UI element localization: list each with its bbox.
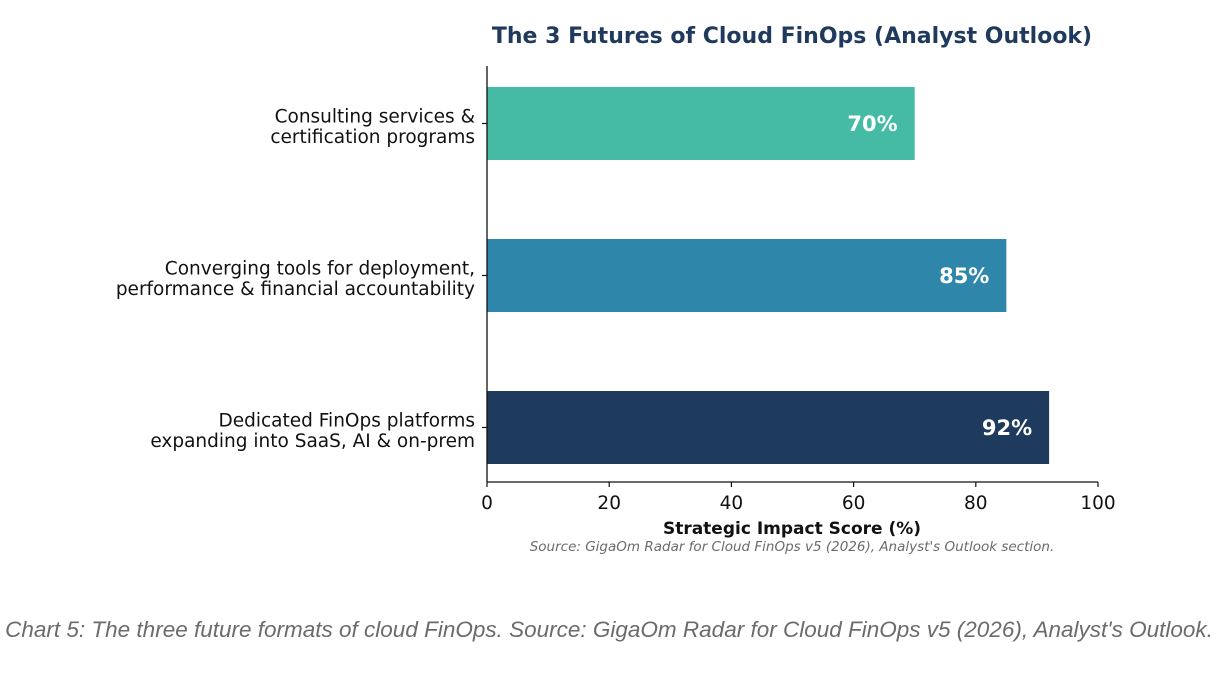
data-label-2: 85% [939, 264, 989, 288]
y-tick-label-2: Converging tools for deployment, performa… [116, 259, 475, 301]
x-axis-label: Strategic Impact Score (%) [663, 519, 921, 539]
bar-chart: The 3 Futures of Cloud FinOps (Analyst O… [116, 24, 1116, 555]
chart-title: The 3 Futures of Cloud FinOps (Analyst O… [492, 24, 1092, 49]
bar-2 [487, 239, 1007, 312]
x-axis: 0 20 40 60 80 100 [481, 481, 1116, 514]
data-label-1: 70% [847, 112, 897, 136]
x-tick-label: 80 [964, 493, 988, 514]
y-tick-label-3: Dedicated FinOps platforms expanding into… [150, 411, 475, 453]
data-label-3: 92% [982, 416, 1032, 440]
source-note: Source: GigaOm Radar for Cloud FinOps v5… [530, 539, 1055, 555]
bar-1 [487, 87, 915, 160]
bar-3 [487, 391, 1050, 464]
x-tick-label: 0 [481, 493, 493, 514]
y-axis-labels: Consulting services & certification progr… [116, 107, 487, 453]
x-tick-label: 60 [842, 493, 866, 514]
y-tick-label-1: Consulting services & certification progr… [270, 107, 475, 149]
x-tick-label: 20 [597, 493, 621, 514]
figure-caption: Chart 5: The three future formats of clo… [5, 617, 1213, 642]
bars-group: 70% 85% 92% [487, 87, 1050, 464]
x-tick-label: 40 [720, 493, 744, 514]
x-tick-label: 100 [1080, 493, 1115, 514]
